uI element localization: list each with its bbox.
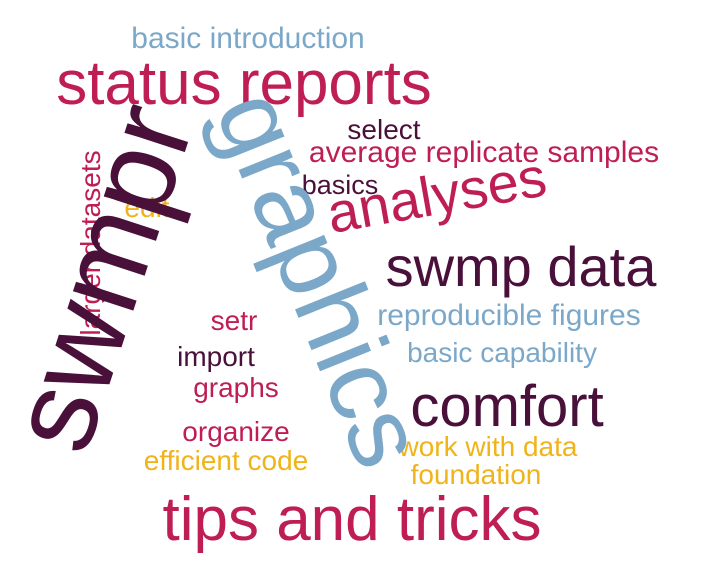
word-reproducible-figures: reproducible figures	[377, 299, 640, 332]
word-larger-datasets: larger datasets	[75, 150, 106, 335]
word-basic-capability: basic capability	[407, 337, 597, 368]
word-swmpr: swmpr	[0, 89, 219, 466]
word-efficient-code: efficient code	[144, 445, 309, 476]
word-swmp-data: swmp data	[386, 235, 658, 298]
word-work-with-data: work with data	[398, 431, 578, 462]
word-status-reports: status reports	[56, 49, 432, 118]
word-basic-introduction: basic introduction	[131, 22, 364, 55]
word-average-replicate-samples: average replicate samples	[309, 136, 659, 169]
word-graphs: graphs	[193, 372, 279, 403]
word-organize: organize	[182, 416, 289, 447]
word-basics: basics	[302, 170, 379, 200]
word-tips-and-tricks: tips and tricks	[162, 485, 541, 554]
word-setr: setr	[211, 305, 258, 336]
word-select: select	[347, 114, 420, 145]
word-edit: edit	[124, 192, 169, 223]
word-import: import	[177, 341, 255, 372]
word-comfort: comfort	[410, 374, 603, 439]
word-foundation: foundation	[411, 459, 542, 490]
